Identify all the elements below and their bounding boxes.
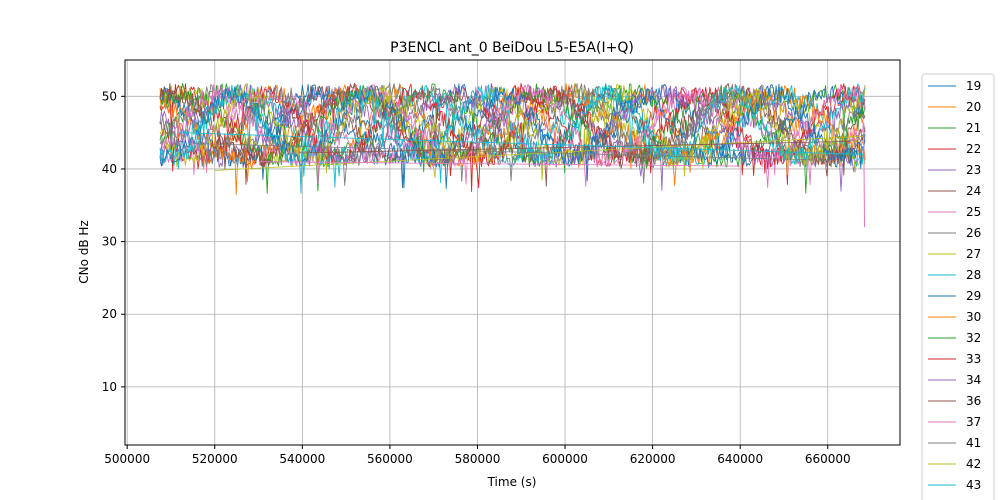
legend-label-42: 42	[966, 457, 981, 471]
legend-label-25: 25	[966, 205, 981, 219]
series-line-34	[159, 83, 866, 168]
y-tick-label: 30	[102, 235, 117, 249]
legend-box	[921, 73, 995, 500]
legend-label-41: 41	[966, 436, 981, 450]
x-tick-label: 620000	[630, 452, 676, 466]
x-tick-label: 520000	[192, 452, 238, 466]
legend-label-26: 26	[966, 226, 981, 240]
series-line-33	[159, 83, 866, 192]
legend-label-27: 27	[966, 247, 981, 261]
legend-label-37: 37	[966, 415, 981, 429]
connector-line	[192, 143, 828, 161]
chart-title: P3ENCL ant_0 BeiDou L5-E5A(I+Q)	[390, 40, 634, 56]
legend-label-28: 28	[966, 268, 981, 282]
legend-label-20: 20	[966, 100, 981, 114]
plot-frame	[124, 59, 901, 446]
x-tick-label: 540000	[279, 452, 325, 466]
legend-label-24: 24	[966, 184, 981, 198]
legend-label-29: 29	[966, 289, 981, 303]
legend-label-32: 32	[966, 331, 981, 345]
legend: 19 20 21 22 23 24 25 26 27 28 29 30 32 33 34 36 37 41 42 43…	[921, 73, 995, 500]
x-tick-label: 560000	[367, 452, 413, 466]
y-tick-label: 10	[102, 380, 117, 394]
connector-line	[214, 135, 863, 171]
legend-label-30: 30	[966, 310, 981, 324]
legend-label-19: 19	[966, 79, 981, 93]
connector-line	[302, 140, 850, 154]
legend-label-36: 36	[966, 394, 981, 408]
x-tick-label: 580000	[455, 452, 501, 466]
series-line-43	[159, 83, 866, 194]
series-lines	[159, 82, 866, 228]
connector-line	[258, 161, 741, 167]
legend-label-23: 23	[966, 163, 981, 177]
end-dip-line	[863, 125, 866, 228]
y-axis-title: CNo dB Hz	[77, 220, 91, 284]
connector-line	[179, 132, 863, 155]
legend-label-33: 33	[966, 352, 981, 366]
legend-label-34: 34	[966, 373, 981, 387]
x-tick-label: 660000	[805, 452, 851, 466]
x-tick-label: 640000	[717, 452, 763, 466]
y-tick-label: 40	[102, 162, 117, 176]
series-line-42	[159, 83, 866, 181]
y-tick-label: 50	[102, 89, 117, 103]
x-axis-title: Time (s)	[487, 475, 537, 489]
x-tick-label: 500000	[104, 452, 150, 466]
y-tick-label: 20	[102, 307, 117, 321]
legend-label-21: 21	[966, 121, 981, 135]
series-line-44	[159, 83, 866, 189]
legend-label-22: 22	[966, 142, 981, 156]
axis-ticks: 500000 520000 540000 560000 580000 600000 6200…	[102, 89, 851, 466]
legend-label-43: 43	[966, 478, 981, 492]
series-line-41	[159, 83, 866, 186]
x-tick-label: 600000	[542, 452, 588, 466]
